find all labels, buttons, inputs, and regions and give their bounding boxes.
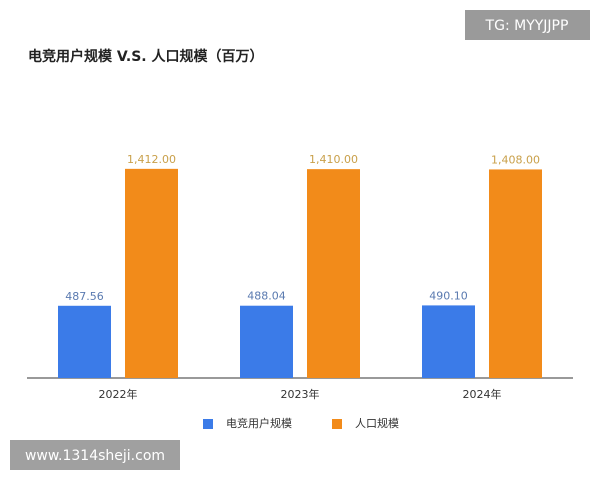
watermark-box bbox=[10, 440, 180, 470]
data-label: 487.56 bbox=[65, 290, 104, 303]
data-label: 1,412.00 bbox=[127, 153, 176, 166]
bar bbox=[58, 305, 111, 378]
legend-swatch bbox=[332, 419, 342, 429]
data-label: 488.04 bbox=[247, 290, 286, 303]
data-label: 1,410.00 bbox=[309, 153, 358, 166]
chart-title: 电竞用户规模 V.S. 人口规模（百万） bbox=[28, 48, 264, 65]
bar bbox=[489, 169, 542, 378]
legend-label: 电竞用户规模 bbox=[226, 416, 292, 430]
bar bbox=[307, 169, 360, 378]
watermark-box bbox=[465, 10, 590, 40]
bar bbox=[125, 168, 178, 378]
watermark: TG: MYYJJPP bbox=[485, 18, 569, 34]
data-label: 1,408.00 bbox=[491, 153, 540, 166]
bar bbox=[422, 305, 475, 378]
x-tick-label: 2022年 bbox=[99, 387, 138, 401]
x-tick-label: 2024年 bbox=[463, 387, 502, 401]
x-tick-label: 2023年 bbox=[281, 387, 320, 401]
data-label: 490.10 bbox=[429, 289, 468, 302]
legend-swatch bbox=[203, 419, 213, 429]
bar bbox=[240, 305, 293, 378]
legend-label: 人口规模 bbox=[355, 416, 399, 430]
watermark: www.1314sheji.com bbox=[25, 448, 165, 464]
